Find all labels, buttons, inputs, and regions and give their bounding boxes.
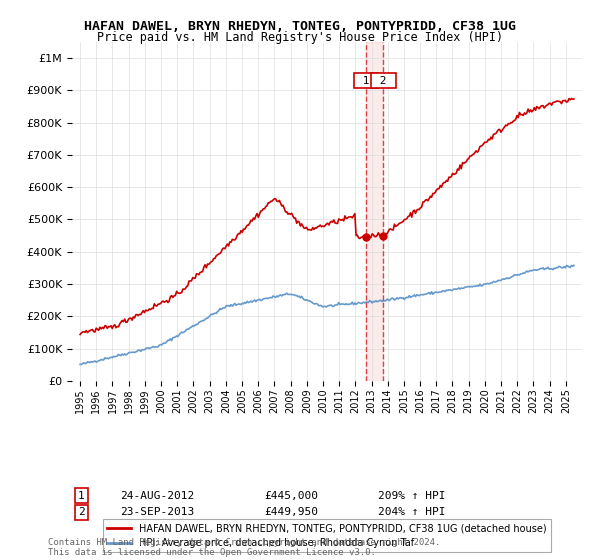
- Text: £445,000: £445,000: [264, 491, 318, 501]
- Text: 2: 2: [78, 507, 85, 517]
- Text: 204% ↑ HPI: 204% ↑ HPI: [378, 507, 445, 517]
- Text: HAFAN DAWEL, BRYN RHEDYN, TONTEG, PONTYPRIDD, CF38 1UG: HAFAN DAWEL, BRYN RHEDYN, TONTEG, PONTYP…: [84, 20, 516, 32]
- Text: 23-SEP-2013: 23-SEP-2013: [120, 507, 194, 517]
- Text: 24-AUG-2012: 24-AUG-2012: [120, 491, 194, 501]
- Text: Price paid vs. HM Land Registry's House Price Index (HPI): Price paid vs. HM Land Registry's House …: [97, 31, 503, 44]
- Legend: HAFAN DAWEL, BRYN RHEDYN, TONTEG, PONTYPRIDD, CF38 1UG (detached house), HPI: Av: HAFAN DAWEL, BRYN RHEDYN, TONTEG, PONTYP…: [103, 520, 551, 552]
- Text: 1: 1: [78, 491, 85, 501]
- Text: 2: 2: [373, 76, 394, 86]
- Bar: [366, 42, 383, 381]
- Text: 209% ↑ HPI: 209% ↑ HPI: [378, 491, 445, 501]
- Text: 1: 1: [356, 76, 376, 86]
- Text: Contains HM Land Registry data © Crown copyright and database right 2024.
This d: Contains HM Land Registry data © Crown c…: [48, 538, 440, 557]
- Text: £449,950: £449,950: [264, 507, 318, 517]
